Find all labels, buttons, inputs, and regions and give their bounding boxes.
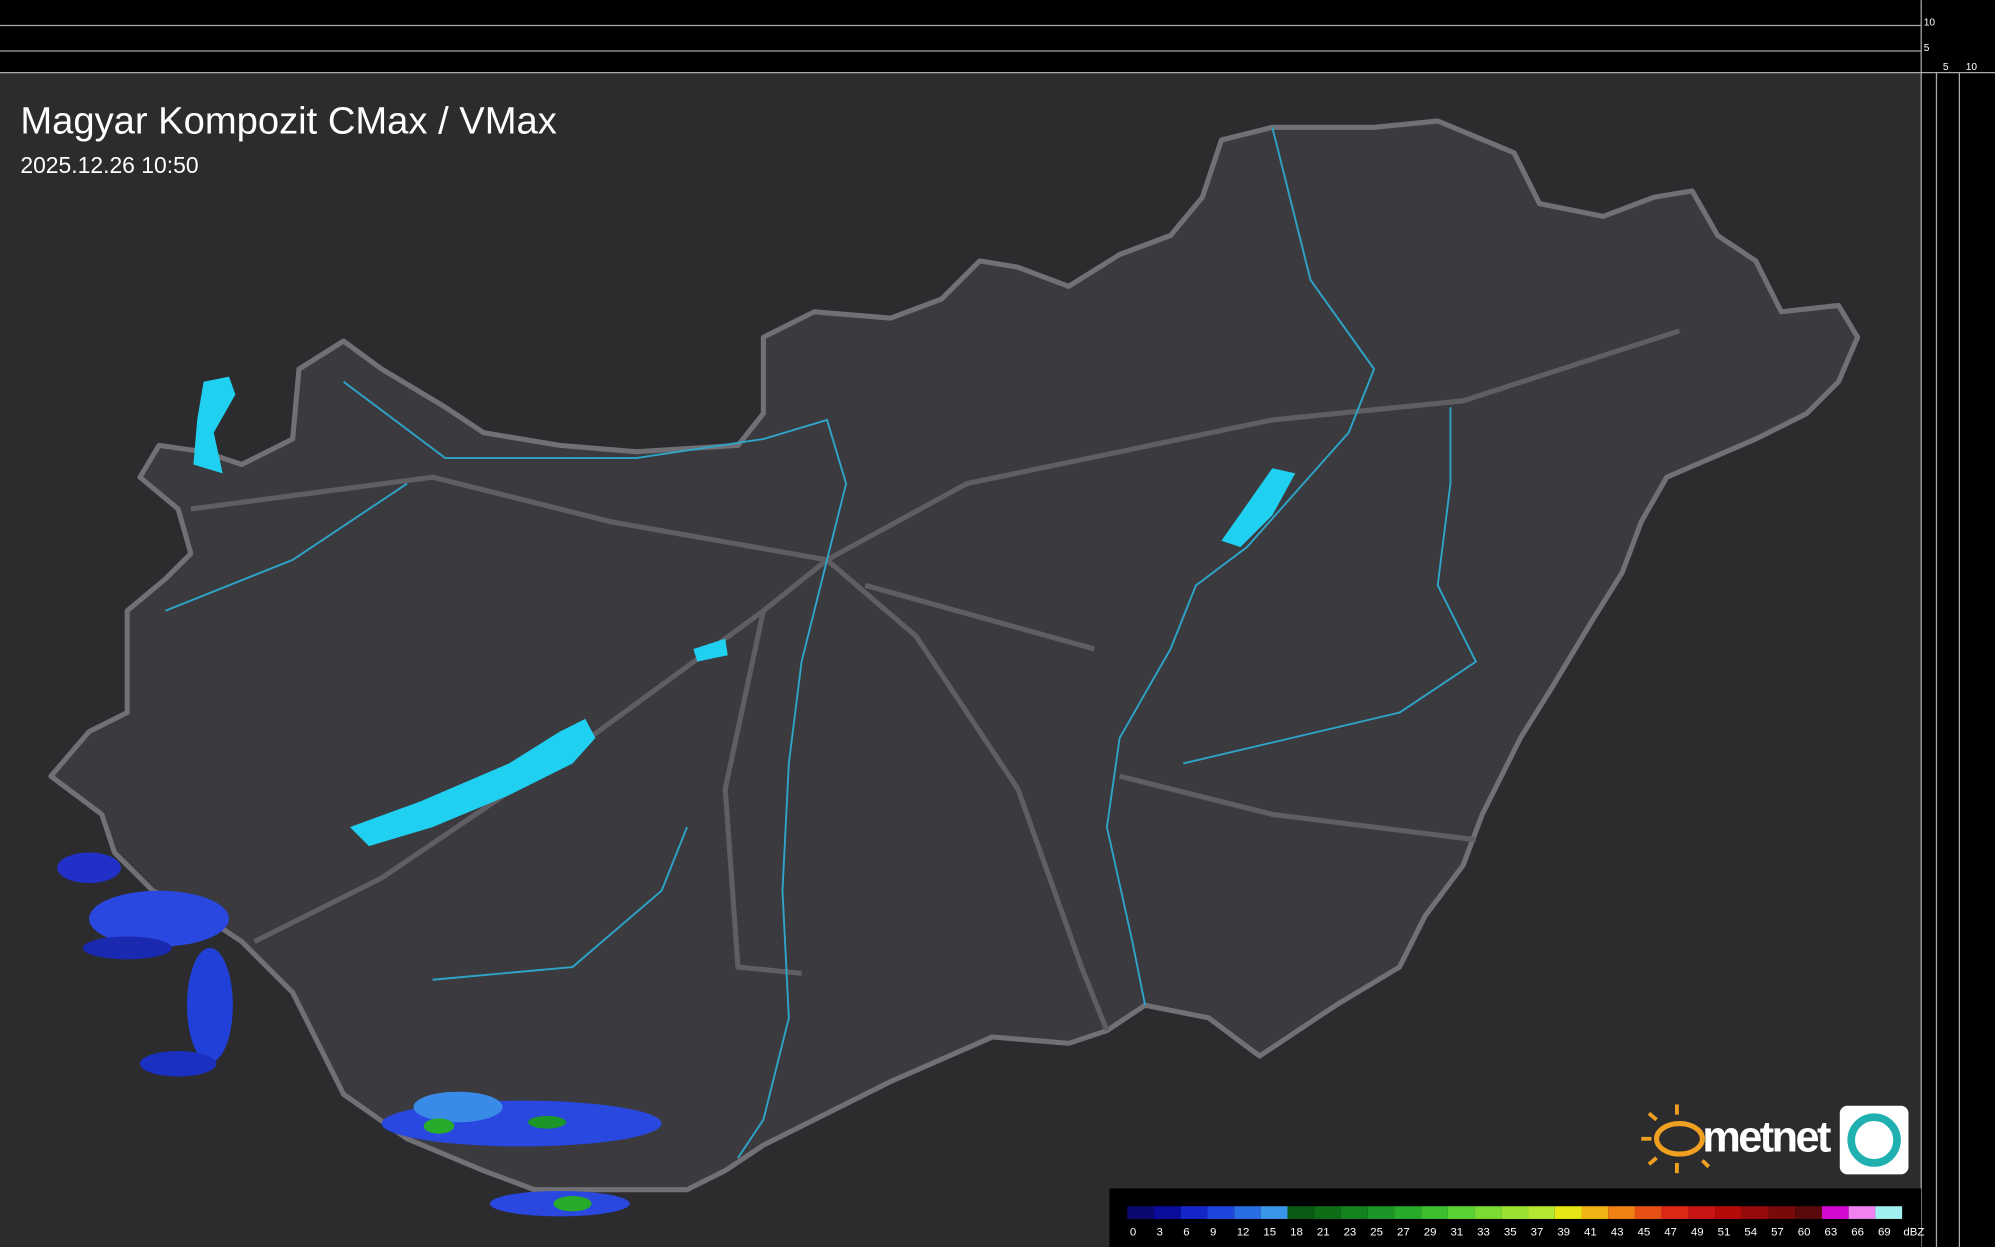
legend-swatch [1260, 1206, 1288, 1219]
legend-swatch [1715, 1206, 1742, 1219]
legend-label: 31 [1450, 1226, 1463, 1238]
legend-label: 39 [1557, 1226, 1570, 1238]
legend-swatch [1581, 1206, 1609, 1219]
legend-swatch [1474, 1206, 1502, 1219]
logo: metnet [1641, 1104, 1909, 1175]
legend-label: 3 [1157, 1226, 1163, 1238]
legend-swatch [1314, 1206, 1342, 1219]
legend-swatch [1741, 1206, 1769, 1219]
legend-label: 43 [1611, 1226, 1624, 1238]
legend-swatch [1821, 1206, 1849, 1219]
legend-swatch [1421, 1206, 1448, 1219]
logo-text: metnet [1702, 1114, 1831, 1162]
legend-label: 25 [1370, 1226, 1383, 1238]
legend-unit: dBZ [1903, 1226, 1924, 1238]
legend-swatch [1234, 1206, 1261, 1219]
side-profile [1921, 72, 1995, 1247]
legend-label: 66 [1851, 1226, 1864, 1238]
country-outline [48, 118, 1861, 1193]
legend-label: 9 [1210, 1226, 1216, 1238]
legend-swatch [1875, 1206, 1903, 1219]
legend-swatch [1341, 1206, 1368, 1219]
legend-swatch [1608, 1206, 1635, 1219]
legend-swatch [1207, 1206, 1235, 1219]
legend-label: 23 [1344, 1226, 1357, 1238]
roads [190, 328, 1681, 1032]
legend-label: 47 [1664, 1226, 1677, 1238]
legend-swatch [1287, 1206, 1315, 1219]
legend-label: 15 [1263, 1226, 1276, 1238]
legend-swatch [1768, 1206, 1796, 1219]
timestamp: 2025.12.26 10:50 [20, 152, 198, 178]
legend-label: 63 [1825, 1226, 1838, 1238]
legend-swatch [1394, 1206, 1422, 1219]
legend-swatch [1127, 1206, 1154, 1219]
profile-tick: 10 [1924, 18, 1936, 29]
legend-swatch [1180, 1206, 1208, 1219]
rivers [165, 127, 1478, 1159]
legend-swatch [1795, 1206, 1822, 1219]
legend-label: 51 [1718, 1226, 1731, 1238]
legend-label: 18 [1290, 1226, 1303, 1238]
legend-label: 35 [1504, 1226, 1517, 1238]
legend-swatch [1367, 1206, 1395, 1219]
legend-swatch [1447, 1206, 1475, 1219]
lakes [193, 376, 1296, 847]
legend-swatch [1501, 1206, 1529, 1219]
profile-tick: 5 [1943, 62, 1949, 73]
legend-label: 12 [1237, 1226, 1250, 1238]
legend-label: 37 [1531, 1226, 1544, 1238]
profile-tick: 10 [1966, 62, 1978, 73]
legend-label: 69 [1878, 1226, 1891, 1238]
legend-label: 57 [1771, 1226, 1784, 1238]
profile-tick: 5 [1924, 43, 1930, 54]
legend-label: 0 [1130, 1226, 1136, 1238]
legend-swatch [1661, 1206, 1689, 1219]
legend-swatch [1153, 1206, 1181, 1219]
legend-label: 6 [1183, 1226, 1189, 1238]
top-profile [0, 0, 1995, 73]
legend-label: 27 [1397, 1226, 1410, 1238]
radar-echoes [57, 852, 662, 1217]
legend-label: 54 [1744, 1226, 1757, 1238]
legend-label: 49 [1691, 1226, 1704, 1238]
legend-label: 29 [1424, 1226, 1437, 1238]
legend-swatch [1848, 1206, 1876, 1219]
legend-swatch [1634, 1206, 1662, 1219]
legend-swatch [1554, 1206, 1582, 1219]
legend-swatch [1528, 1206, 1555, 1219]
title: Magyar Kompozit CMax / VMax [20, 100, 556, 143]
legend-label: 41 [1584, 1226, 1597, 1238]
legend-label: 60 [1798, 1226, 1811, 1238]
legend-swatch [1688, 1206, 1716, 1219]
legend-label: 45 [1637, 1226, 1650, 1238]
legend-label: 33 [1477, 1226, 1490, 1238]
legend-label: 21 [1317, 1226, 1330, 1238]
legend: 0 3 6 9 12 15 18 21 23 25 27 29 31 33 35 37 39 41 43 45 47 49… [1127, 1206, 1924, 1238]
